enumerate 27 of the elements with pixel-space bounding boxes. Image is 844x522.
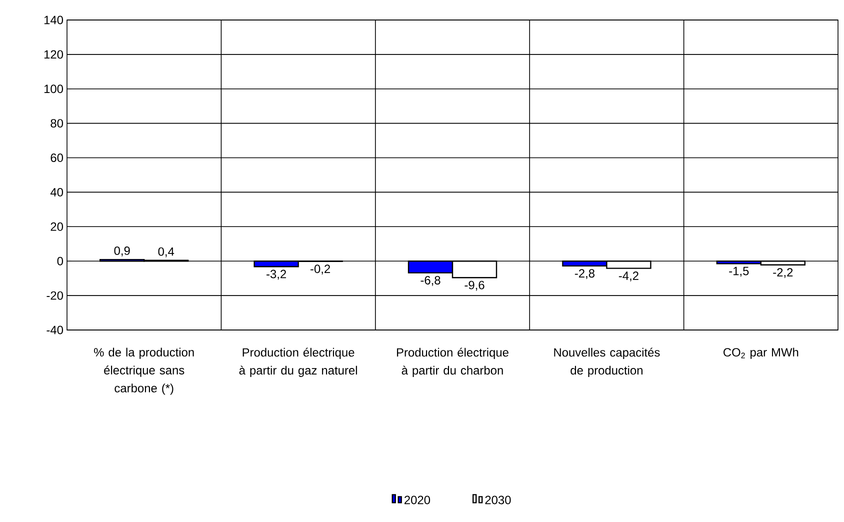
x-tick-label: Production électrique à partir du gaz naturel <box>239 348 357 377</box>
x-tick-label: Production électrique à partir du charbon <box>397 348 508 377</box>
data-label: -9,6 <box>464 280 484 291</box>
y-tick-label: -40 <box>46 326 64 334</box>
data-label: -6,8 <box>420 276 440 286</box>
data-label: -0,2 <box>310 264 330 275</box>
y-tick-label: 100 <box>44 84 64 94</box>
data-label: -4,2 <box>618 272 638 282</box>
y-tick-label: 140 <box>44 16 64 24</box>
y-tick-label: 80 <box>50 119 64 128</box>
data-label: -3,2 <box>266 270 286 280</box>
y-tick-label: 120 <box>44 50 64 59</box>
x-tick-label: CO$_{2}$ par MWh <box>724 348 798 359</box>
y-tick-label: 0 <box>57 256 64 266</box>
y-tick-label: 40 <box>50 188 64 196</box>
y-tick-label: 60 <box>50 154 64 162</box>
data-label: -2,8 <box>574 269 594 279</box>
data-label: -2,2 <box>773 268 793 278</box>
data-label: -1,5 <box>729 266 749 277</box>
data-label: 0,9 <box>114 246 130 256</box>
x-tick-label: % de la production électrique sans carbone (*) <box>94 348 194 395</box>
y-tick-label: 20 <box>50 222 64 231</box>
legend-label: 2020 <box>404 496 430 504</box>
x-tick-label: Nouvelles capacités de production <box>554 348 660 377</box>
y-tick-label: -20 <box>46 291 64 300</box>
data-label: 0,4 <box>158 247 174 258</box>
legend-label: 2030 <box>485 496 511 504</box>
